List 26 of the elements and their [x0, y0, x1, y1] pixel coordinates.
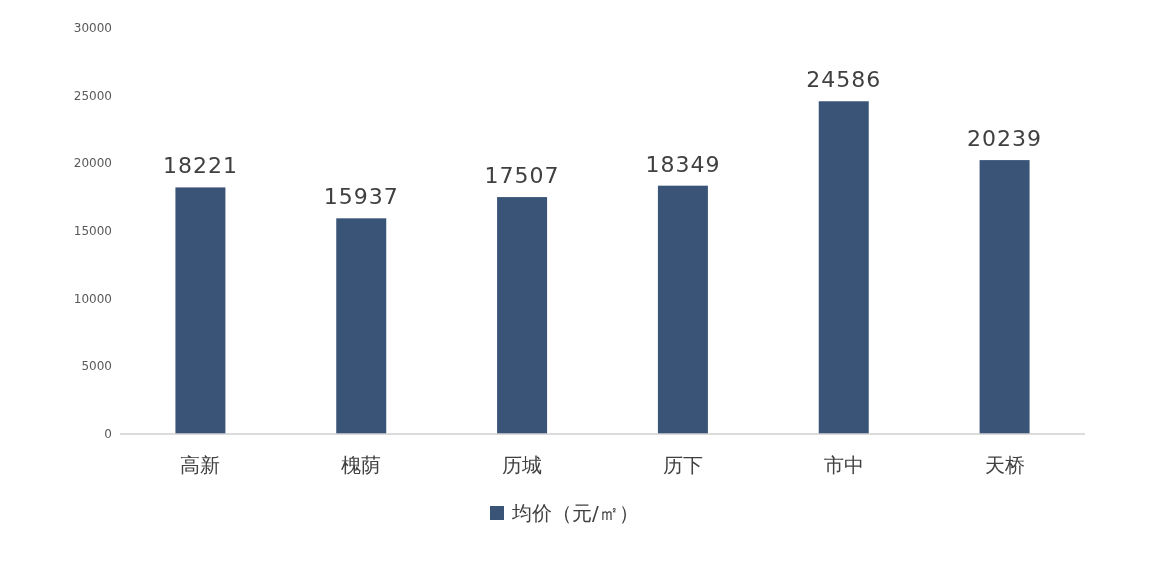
y-tick-label: 0 — [104, 427, 112, 441]
bar — [818, 101, 869, 434]
bar — [497, 197, 548, 434]
y-tick-label: 5000 — [81, 359, 112, 374]
x-tick-label: 高新 — [180, 453, 221, 477]
y-tick-label: 15000 — [73, 224, 112, 238]
data-label: 20239 — [967, 126, 1043, 152]
data-label: 24586 — [806, 67, 882, 93]
y-tick-label: 20000 — [73, 156, 112, 171]
x-tick-label: 市中 — [823, 453, 864, 477]
bar — [979, 160, 1030, 434]
bar — [175, 187, 226, 434]
x-tick-label: 历城 — [502, 453, 543, 477]
data-label: 17507 — [484, 163, 560, 189]
y-tick-label: 10000 — [73, 291, 112, 306]
x-tick-label: 历下 — [662, 453, 703, 477]
data-label: 18349 — [645, 151, 721, 177]
legend-label: 均价（元/㎡） — [511, 501, 639, 525]
bar — [336, 218, 387, 434]
bar — [657, 185, 708, 434]
data-label: 18221 — [162, 153, 238, 179]
x-tick-label: 槐荫 — [341, 453, 382, 477]
data-label: 15937 — [323, 184, 399, 210]
x-tick-label: 天桥 — [984, 453, 1025, 477]
y-tick-label: 30000 — [73, 21, 112, 35]
y-tick-label: 25000 — [73, 88, 112, 103]
